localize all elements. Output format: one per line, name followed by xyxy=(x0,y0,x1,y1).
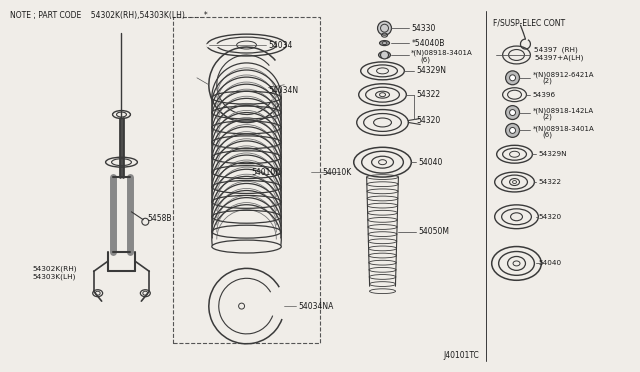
Text: 54397  (RH): 54397 (RH) xyxy=(534,47,578,53)
Text: 54329N: 54329N xyxy=(416,66,446,76)
Text: 54330: 54330 xyxy=(412,24,436,33)
Text: 54320: 54320 xyxy=(416,116,440,125)
Circle shape xyxy=(506,106,520,119)
Text: 5458B: 5458B xyxy=(147,214,172,223)
Circle shape xyxy=(509,110,516,116)
Circle shape xyxy=(506,71,520,85)
Text: F/SUSP-ELEC CONT: F/SUSP-ELEC CONT xyxy=(493,19,565,28)
Text: 54040: 54040 xyxy=(419,158,443,167)
Text: (6): (6) xyxy=(542,131,552,138)
Text: (6): (6) xyxy=(420,57,430,63)
Text: 54034: 54034 xyxy=(268,41,292,49)
Text: *(N)08918-3401A: *(N)08918-3401A xyxy=(412,50,473,56)
Text: 54329N: 54329N xyxy=(538,151,567,157)
Text: *(N)08918-3401A: *(N)08918-3401A xyxy=(532,125,594,132)
Text: (2): (2) xyxy=(542,77,552,84)
Text: *(N)08918-142LA: *(N)08918-142LA xyxy=(532,107,593,114)
Circle shape xyxy=(381,51,388,59)
Text: 54010K: 54010K xyxy=(251,168,280,177)
Text: 54302K(RH): 54302K(RH) xyxy=(32,265,77,272)
Text: (2): (2) xyxy=(542,113,552,120)
Text: 54034NA: 54034NA xyxy=(298,302,333,311)
Circle shape xyxy=(378,21,392,35)
Ellipse shape xyxy=(378,51,390,58)
Text: 54050M: 54050M xyxy=(419,227,449,236)
Text: 54397+A(LH): 54397+A(LH) xyxy=(534,55,584,61)
Ellipse shape xyxy=(380,41,390,45)
Text: J40101TC: J40101TC xyxy=(443,351,479,360)
Text: *(N)08912-6421A: *(N)08912-6421A xyxy=(532,71,594,78)
Circle shape xyxy=(509,75,516,81)
Text: 54396: 54396 xyxy=(532,92,556,98)
Text: 54010K: 54010K xyxy=(322,168,351,177)
Text: 54303K(LH): 54303K(LH) xyxy=(32,273,76,280)
Circle shape xyxy=(509,128,516,134)
Text: 54034N: 54034N xyxy=(268,86,298,95)
Bar xyxy=(173,17,320,343)
Text: 54320: 54320 xyxy=(538,214,561,220)
Text: 54322: 54322 xyxy=(538,179,561,185)
Text: 54040: 54040 xyxy=(538,260,561,266)
Circle shape xyxy=(506,124,520,137)
Text: 54322: 54322 xyxy=(416,90,440,99)
Text: *54040B: *54040B xyxy=(412,39,445,48)
Text: NOTE ; PART CODE    54302K(RH),54303K(LH) ...... *: NOTE ; PART CODE 54302K(RH),54303K(LH) .… xyxy=(10,11,208,20)
